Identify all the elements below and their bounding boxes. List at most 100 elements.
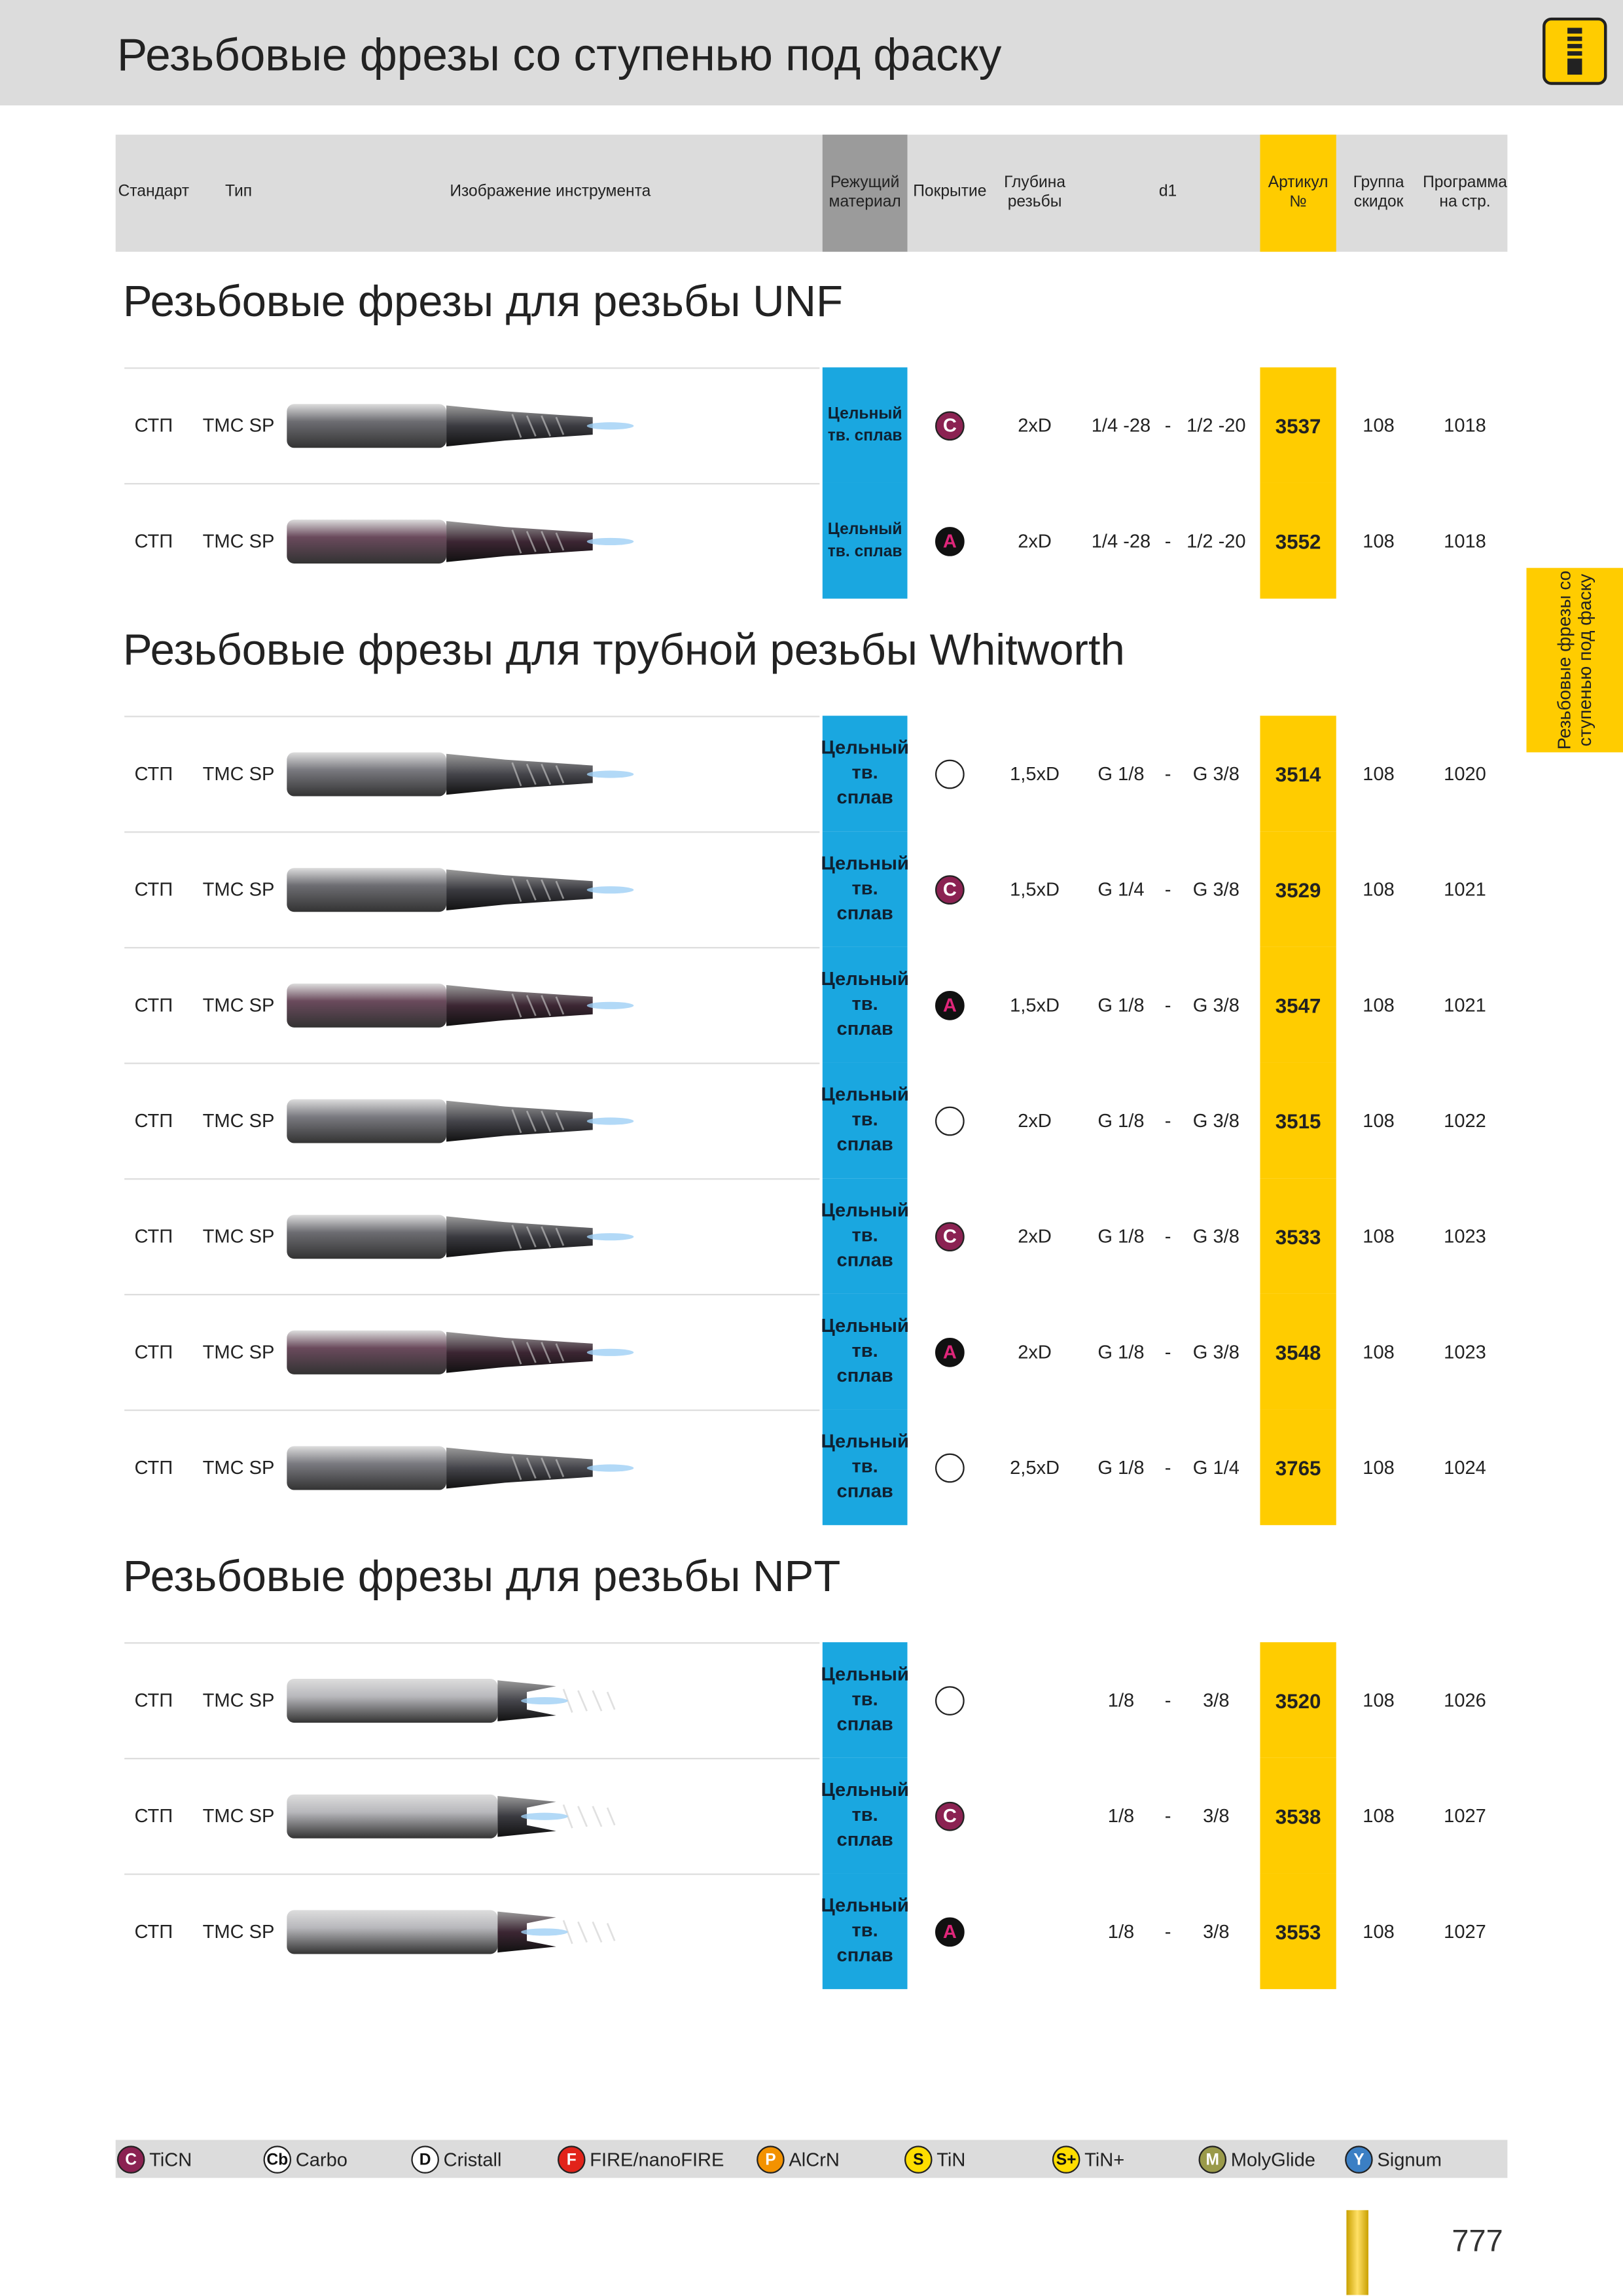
column-header: Группа скидок — [1353, 173, 1404, 211]
type: TMC SP — [202, 994, 275, 1016]
tool-image — [287, 518, 634, 563]
material: Цельный тв. сплав — [821, 1314, 909, 1386]
depth: 2xD — [1018, 414, 1052, 437]
d1-from: G 1/8 — [1097, 1340, 1145, 1363]
d1-to: 3/8 — [1203, 1804, 1230, 1827]
article: 3552 — [1275, 529, 1321, 553]
column-header: Тип — [225, 183, 253, 202]
article-cell-bg — [1260, 482, 1336, 599]
d1-from: G 1/8 — [1097, 762, 1145, 785]
row-separator — [124, 1873, 820, 1875]
material: Цельный тв. сплав — [821, 1198, 909, 1270]
program-page: 1018 — [1444, 414, 1486, 437]
column-header: Глубина резьбы — [1004, 173, 1066, 211]
article-cell-bg — [1260, 946, 1336, 1063]
program-page: 1021 — [1444, 878, 1486, 901]
material-cell-bg — [822, 831, 908, 947]
standard: СТП — [134, 414, 173, 437]
d1-to: G 3/8 — [1192, 878, 1240, 901]
material-cell-bg — [822, 1873, 908, 1990]
coating-symbol: A — [935, 526, 965, 556]
program-page: 1026 — [1444, 1689, 1486, 1712]
d1-sep: - — [1164, 762, 1171, 785]
depth: 2xD — [1018, 1109, 1052, 1132]
depth: 2,5xD — [1010, 1456, 1060, 1479]
type: TMC SP — [202, 1804, 275, 1827]
discount-group: 108 — [1363, 1920, 1395, 1943]
d1-from: G 1/8 — [1097, 994, 1145, 1016]
material-cell-bg — [822, 946, 908, 1063]
column-header: Артикул № — [1268, 173, 1329, 211]
article-header-bg — [1260, 134, 1336, 252]
d1-to: G 3/8 — [1192, 762, 1240, 785]
d1-sep: - — [1164, 1225, 1171, 1247]
legend-name: FIRE/nanoFIRE — [590, 2148, 724, 2171]
article-cell-bg — [1260, 1873, 1336, 1990]
row-separator — [124, 1293, 820, 1296]
d1-sep: - — [1164, 1109, 1171, 1132]
column-header: Стандарт — [118, 183, 190, 202]
tool-image — [287, 1793, 616, 1838]
material: Цельный тв. сплав — [821, 967, 909, 1039]
standard: СТП — [134, 1109, 173, 1132]
article: 3533 — [1275, 1224, 1321, 1248]
discount-group: 108 — [1363, 762, 1395, 785]
material-cell-bg — [822, 1757, 908, 1874]
d1-from: G 1/4 — [1097, 878, 1145, 901]
d1-to: G 1/4 — [1192, 1456, 1240, 1479]
coating-symbol — [935, 1685, 965, 1715]
header-icon — [1543, 17, 1607, 85]
depth: 1,5xD — [1010, 878, 1060, 901]
material: Цельный тв. сплав — [821, 1083, 909, 1155]
type: TMC SP — [202, 1109, 275, 1132]
article: 3514 — [1275, 761, 1321, 785]
d1-from: 1/4 -28 — [1091, 529, 1151, 552]
d1-to: 3/8 — [1203, 1920, 1230, 1943]
discount-group: 108 — [1363, 1804, 1395, 1827]
tool-image — [287, 1909, 616, 1954]
type: TMC SP — [202, 1920, 275, 1943]
material-cell-bg — [822, 1642, 908, 1758]
article: 3765 — [1275, 1456, 1321, 1479]
legend-symbol: M — [1198, 2145, 1227, 2174]
standard: СТП — [134, 1456, 173, 1479]
d1-sep: - — [1164, 1920, 1171, 1943]
article: 3553 — [1275, 1919, 1321, 1943]
coating-symbol — [935, 1105, 965, 1136]
article-cell-bg — [1260, 1293, 1336, 1410]
row-separator — [124, 1062, 820, 1064]
discount-group: 108 — [1363, 878, 1395, 901]
legend-name: MolyGlide — [1230, 2148, 1315, 2171]
legend-symbol: Cb — [263, 2145, 292, 2174]
tool-image — [287, 1445, 634, 1490]
coating-symbol: C — [935, 410, 965, 440]
tool-image — [287, 1329, 634, 1374]
d1-sep: - — [1164, 994, 1171, 1016]
d1-from: G 1/8 — [1097, 1456, 1145, 1479]
legend-name: TiCN — [149, 2148, 192, 2171]
coating-symbol: A — [935, 1336, 965, 1367]
row-separator — [124, 1642, 820, 1644]
material: Цельный тв. сплав — [821, 1430, 909, 1502]
d1-to: 1/2 -20 — [1186, 529, 1246, 552]
coating-symbol: C — [935, 874, 965, 904]
depth: 1,5xD — [1010, 994, 1060, 1016]
section-title: Резьбовые фрезы для резьбы NPT — [122, 1552, 841, 1602]
legend-name: TiN — [936, 2148, 966, 2171]
row-separator — [124, 1757, 820, 1760]
column-header: Изображение инструмента — [450, 183, 651, 202]
program-page: 1022 — [1444, 1109, 1486, 1132]
standard: СТП — [134, 994, 173, 1016]
side-tab-text: Резьбовые фрезы со ступенью под фаску — [1554, 570, 1596, 750]
column-header: Режущий материал — [829, 173, 901, 211]
program-page: 1027 — [1444, 1804, 1486, 1827]
article: 3529 — [1275, 877, 1321, 901]
legend-symbol: P — [757, 2145, 785, 2174]
depth: 1,5xD — [1010, 762, 1060, 785]
section-title: Резьбовые фрезы для трубной резьбы Whitw… — [122, 626, 1125, 675]
d1-from: 1/4 -28 — [1091, 414, 1151, 437]
legend-symbol: Y — [1345, 2145, 1373, 2174]
material-cell-bg — [822, 1062, 908, 1179]
d1-to: G 3/8 — [1192, 1340, 1240, 1363]
